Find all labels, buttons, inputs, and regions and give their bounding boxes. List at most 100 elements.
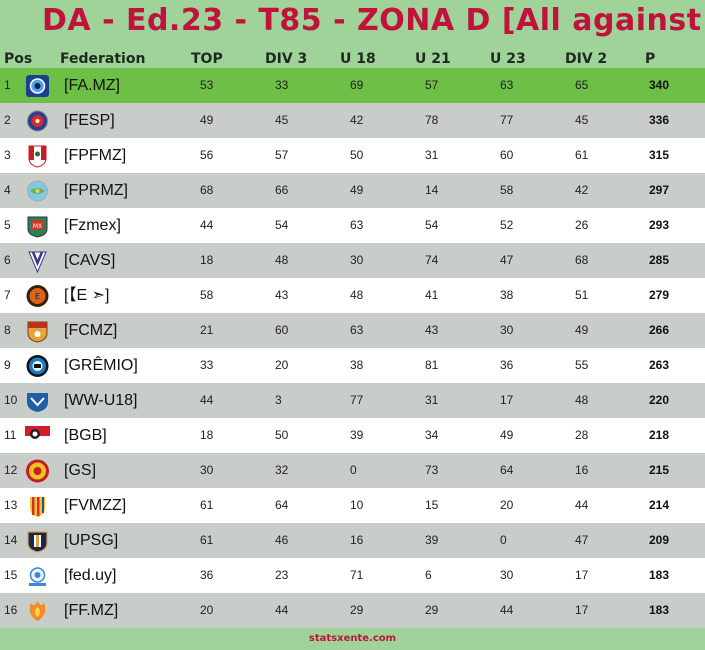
u21-cell: 54 [425,218,439,232]
u18-cell: 48 [350,288,364,302]
points-cell: 218 [649,428,670,442]
u21-cell: 31 [425,148,439,162]
top-cell: 21 [200,323,214,337]
points-cell: 285 [649,253,670,267]
u18-cell: 63 [350,218,364,232]
pos-cell: 6 [4,253,11,267]
top-cell: 53 [200,78,214,92]
table-row[interactable]: 15 [fed.uy] 36 23 71 6 30 17 183 [0,558,705,593]
header-div3[interactable]: DIV 3 [265,51,308,67]
u18-cell: 10 [350,498,364,512]
table-row[interactable]: 10 [WW-U18] 44 3 77 31 17 48 220 [0,383,705,418]
u18-cell: 16 [350,533,364,547]
federation-name[interactable]: [UPSG] [64,532,119,549]
fed-uy-crest-icon [25,564,50,588]
federation-name[interactable]: [fed.uy] [64,567,117,584]
u21-cell: 6 [425,568,432,582]
points-cell: 340 [649,78,670,92]
top-cell: 36 [200,568,214,582]
header-u23[interactable]: U 23 [490,51,526,67]
table-row[interactable]: 12 [GS] 30 32 0 73 64 16 215 [0,453,705,488]
points-cell: 183 [649,568,670,582]
top-cell: 44 [200,393,214,407]
points-cell: 220 [649,393,670,407]
div3-cell: 23 [275,568,289,582]
table-row[interactable]: 16 [FF.MZ] 20 44 29 29 44 17 183 [0,593,705,628]
federation-name[interactable]: [FA.MZ] [64,77,120,94]
table-row[interactable]: 1 [FA.MZ] 53 33 69 57 63 65 340 [0,68,705,103]
table-row[interactable]: 11 [BGB] 18 50 39 34 49 28 218 [0,418,705,453]
federation-name[interactable]: [FPRMZ] [64,182,128,199]
u23-cell: 52 [500,218,514,232]
federation-name[interactable]: [GS] [64,462,97,479]
div3-cell: 3 [275,393,282,407]
div3-cell: 20 [275,358,289,372]
top-cell: 44 [200,218,214,232]
table-row[interactable]: 5 [Fzmex] 44 54 63 54 52 26 293 MX [0,208,705,243]
table-row[interactable]: 13 [FVMZZ] 61 64 10 15 20 44 214 [0,488,705,523]
table-row[interactable]: 9 [GRÊMIO] 33 20 38 81 36 55 263 [0,348,705,383]
federation-name[interactable]: [GRÊMIO] [64,357,138,374]
div2-cell: 17 [575,603,589,617]
page-title: DA - Ed.23 - T85 - ZONA D [All against a… [42,3,705,38]
table-row[interactable]: 3 [FPFMZ] 56 57 50 31 60 61 315 [0,138,705,173]
div3-cell: 33 [275,78,289,92]
svg-text:E: E [35,292,40,301]
fpfmz-crest-icon [25,144,50,168]
u21-cell: 29 [425,603,439,617]
div2-cell: 16 [575,463,589,477]
table-row[interactable]: 4 [FPRMZ] 68 66 49 14 58 42 297 [0,173,705,208]
e-crest-icon: E [25,284,50,308]
header-div2[interactable]: DIV 2 [565,51,608,67]
u23-cell: 17 [500,393,514,407]
fesp-crest-icon [25,109,50,133]
federation-name[interactable]: [CAVS] [64,252,116,269]
points-cell: 214 [649,498,670,512]
div2-cell: 49 [575,323,589,337]
table-row[interactable]: 14 [UPSG] 61 46 16 39 0 47 209 [0,523,705,558]
table-row[interactable]: 6 [CAVS] 18 48 30 74 47 68 285 [0,243,705,278]
table-row[interactable]: 7 [【E ➣] 58 43 48 41 38 51 279 E [0,278,705,313]
u21-cell: 14 [425,183,439,197]
federation-name[interactable]: [FESP] [64,112,115,129]
top-cell: 61 [200,498,214,512]
header-u21[interactable]: U 21 [415,51,451,67]
ff-mz-crest-icon [25,599,50,623]
footer-link[interactable]: statsxente.com [308,633,397,644]
div3-cell: 66 [275,183,289,197]
header-federation[interactable]: Federation [60,51,146,67]
u21-cell: 39 [425,533,439,547]
pos-cell: 2 [4,113,11,127]
u23-cell: 44 [500,603,514,617]
header-top[interactable]: TOP [191,51,223,67]
federation-name[interactable]: [FVMZZ] [64,497,127,514]
div2-cell: 65 [575,78,589,92]
header-u18[interactable]: U 18 [340,51,376,67]
top-cell: 61 [200,533,214,547]
header-pos[interactable]: Pos [4,51,33,67]
table-row[interactable]: 2 [FESP] 49 45 42 78 77 45 336 [0,103,705,138]
federation-name[interactable]: [Fzmex] [64,217,121,234]
u18-cell: 30 [350,253,364,267]
div2-cell: 28 [575,428,589,442]
table-row[interactable]: 8 [FCMZ] 21 60 63 43 30 49 266 [0,313,705,348]
u18-cell: 50 [350,148,364,162]
federation-name[interactable]: [WW-U18] [64,392,138,409]
top-cell: 68 [200,183,214,197]
div3-cell: 44 [275,603,289,617]
header-p[interactable]: P [645,51,656,67]
federation-name[interactable]: [FPFMZ] [64,147,127,164]
federation-name[interactable]: [FCMZ] [64,322,118,339]
u21-cell: 74 [425,253,439,267]
federation-name[interactable]: [【E ➣] [64,287,110,304]
u18-cell: 71 [350,568,364,582]
u23-cell: 30 [500,568,514,582]
u21-cell: 31 [425,393,439,407]
federation-name[interactable]: [FF.MZ] [64,602,119,619]
pos-cell: 11 [4,428,17,442]
points-cell: 293 [649,218,670,232]
pos-cell: 7 [4,288,11,302]
federation-name[interactable]: [BGB] [64,427,107,444]
title-bar: DA - Ed.23 - T85 - ZONA D [All against a… [0,0,705,50]
u23-cell: 58 [500,183,514,197]
